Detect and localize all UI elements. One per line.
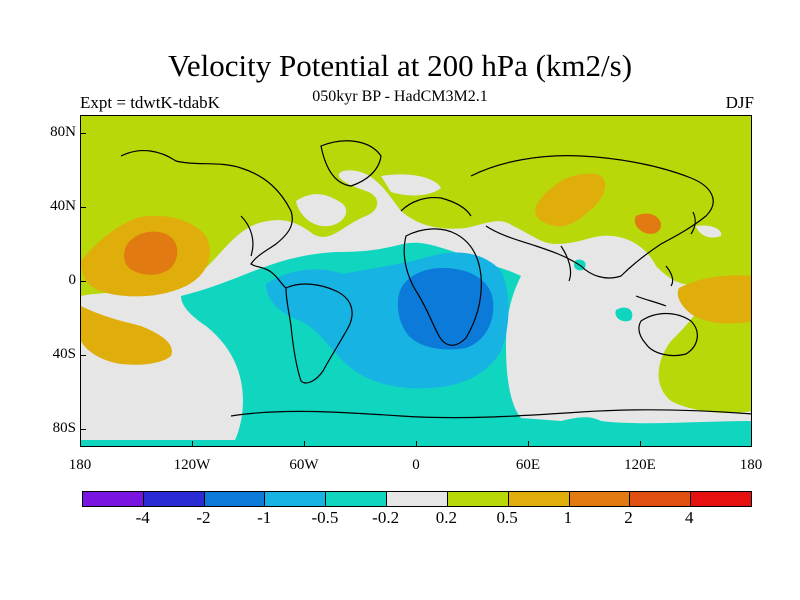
lon-tick bbox=[416, 441, 417, 447]
colorbar-swatch bbox=[265, 492, 327, 506]
colorbar-label: 2 bbox=[624, 508, 633, 527]
colorbar-swatch bbox=[204, 492, 266, 506]
map-subtitle: 050kyr BP - HadCM3M2.1 bbox=[312, 88, 488, 105]
map-panel bbox=[80, 115, 752, 447]
colorbar-label: -2 bbox=[196, 508, 211, 527]
strong-positive-region bbox=[124, 231, 178, 275]
colorbar-swatch bbox=[508, 492, 570, 506]
lon-tick bbox=[528, 441, 529, 447]
colorbar-swatch bbox=[143, 492, 205, 506]
strong-positive-patch-asia bbox=[634, 213, 661, 234]
coastlines bbox=[120, 140, 751, 419]
colorbar-swatch bbox=[630, 492, 692, 506]
lon-label-180e: 180 bbox=[739, 457, 763, 473]
positive-region-asia bbox=[535, 173, 606, 227]
colorbar-label: 4 bbox=[685, 508, 694, 527]
colorbar-label: -0.2 bbox=[372, 508, 400, 527]
lat-label-equator: 0 bbox=[68, 272, 77, 288]
colorbar-swatch bbox=[691, 492, 751, 506]
colorbar bbox=[82, 491, 752, 507]
lon-label-120w: 120W bbox=[173, 457, 211, 473]
lat-label-80s: 80S bbox=[52, 420, 76, 436]
neutral-region-northwest bbox=[296, 194, 347, 227]
lon-label-60w: 60W bbox=[289, 457, 319, 473]
map-title: Velocity Potential at 200 hPa (km2/s) bbox=[167, 48, 633, 83]
lat-tick bbox=[80, 133, 86, 134]
weak-negative-patch-2 bbox=[615, 307, 633, 322]
colorbar-swatch bbox=[569, 492, 631, 506]
lon-tick bbox=[640, 441, 641, 447]
lat-label-40n: 40N bbox=[50, 198, 76, 214]
colorbar-label: -1 bbox=[257, 508, 272, 527]
colorbar-label: -4 bbox=[135, 508, 150, 527]
lat-tick bbox=[80, 281, 86, 282]
colorbar-label: 1 bbox=[563, 508, 573, 527]
lon-tick bbox=[192, 441, 193, 447]
lon-label-60e: 60E bbox=[515, 457, 541, 473]
lat-tick bbox=[80, 355, 86, 356]
lat-label-40s: 40S bbox=[52, 346, 76, 362]
season-label: DJF bbox=[725, 93, 754, 112]
strong-negative-region bbox=[397, 268, 494, 350]
neutral-region-arctic bbox=[381, 174, 441, 196]
lat-label-80n: 80N bbox=[50, 124, 76, 140]
lat-tick bbox=[80, 429, 86, 430]
lon-label-120e: 120E bbox=[624, 457, 656, 473]
colorbar-label: 0.2 bbox=[435, 508, 457, 527]
colorbar-swatch bbox=[447, 492, 509, 506]
colorbar-swatch bbox=[387, 492, 448, 506]
field-map bbox=[81, 116, 751, 446]
lon-tick bbox=[304, 441, 305, 447]
positive-region-west-pacific bbox=[677, 275, 751, 324]
lon-label-180w: 180 bbox=[68, 457, 92, 473]
colorbar-swatch bbox=[83, 492, 144, 506]
lon-label-0: 0 bbox=[412, 457, 420, 473]
neutral-region-pacific bbox=[696, 225, 722, 238]
lat-tick bbox=[80, 207, 86, 208]
experiment-label: Expt = tdwtK-tdabK bbox=[80, 93, 220, 112]
colorbar-label: -0.5 bbox=[311, 508, 339, 527]
colorbar-swatch bbox=[326, 492, 388, 506]
colorbar-label: 0.5 bbox=[496, 508, 518, 527]
positive-region-pacific-south bbox=[81, 306, 172, 365]
